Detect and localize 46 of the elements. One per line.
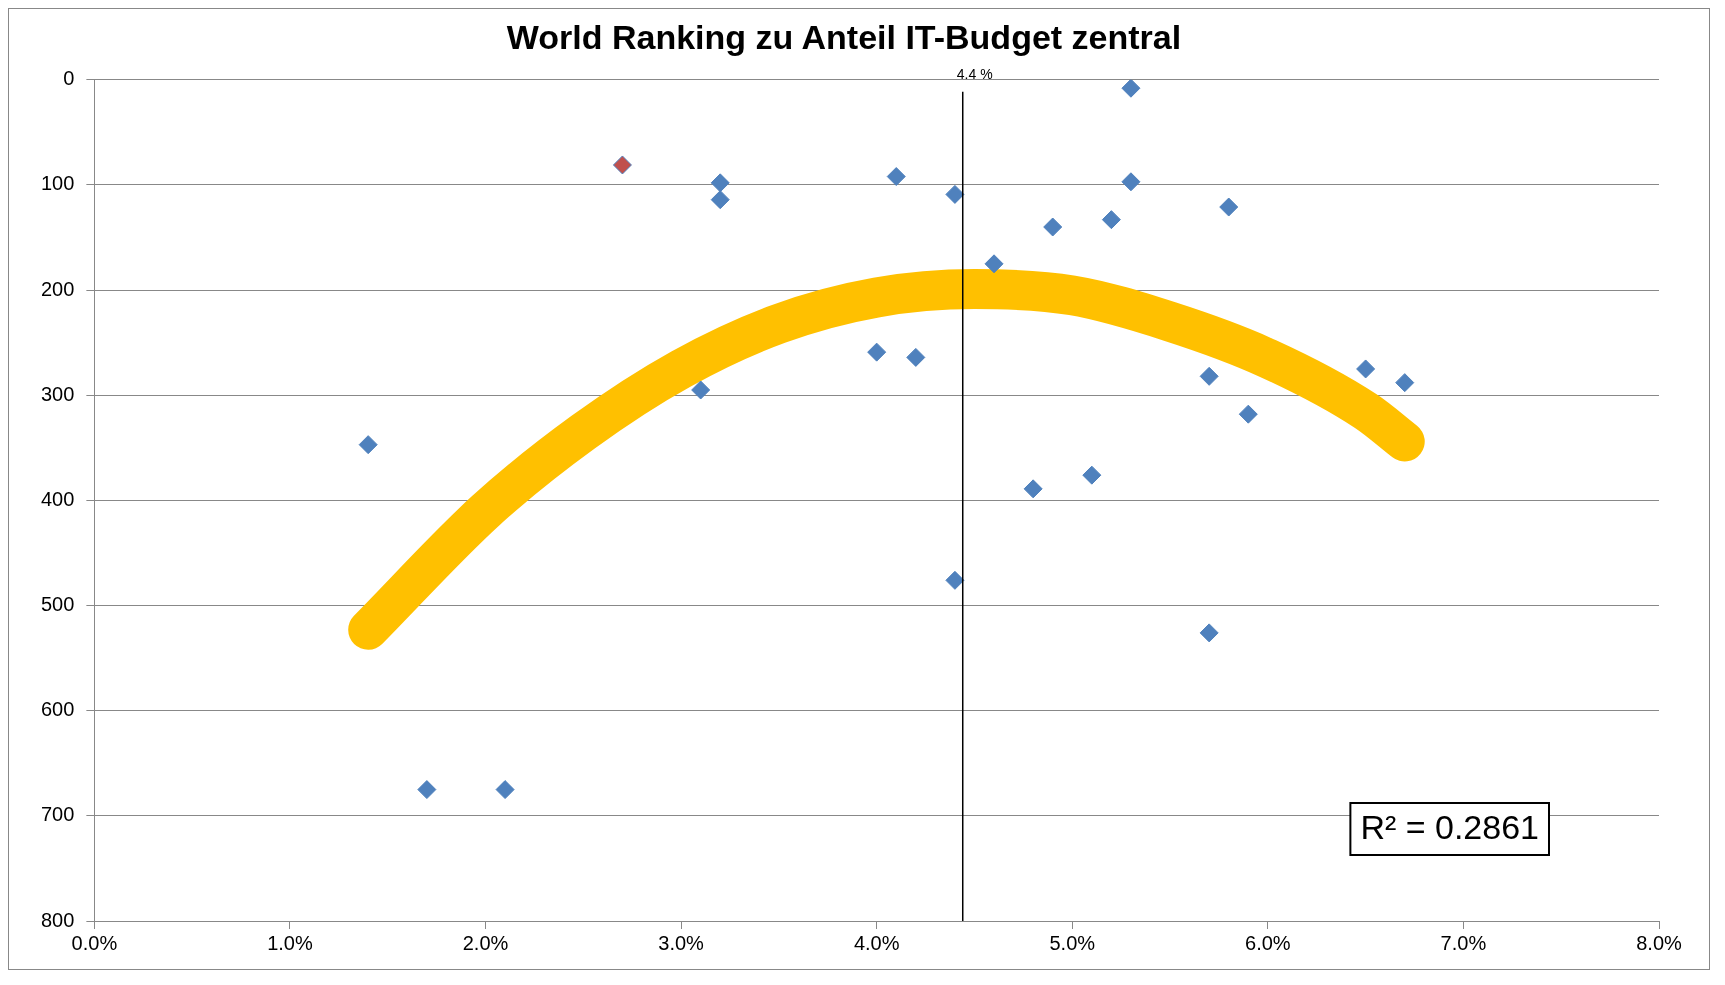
x-tick-label: 4.0%	[853, 931, 900, 954]
y-tick-label: 600	[40, 698, 75, 721]
point	[1219, 197, 1239, 217]
y-tick-label: 200	[40, 277, 75, 300]
x-tick-label: 0.0%	[71, 931, 118, 954]
point	[710, 190, 730, 210]
x-tick-label: 3.0%	[658, 931, 705, 954]
annotation: R² = 0.2861	[1360, 808, 1540, 847]
y-tick-label: 500	[40, 593, 75, 616]
x-tick-label: 8.0%	[1636, 931, 1683, 954]
x-tick-label: 7.0%	[1440, 931, 1487, 954]
point	[984, 254, 1004, 274]
point	[1101, 210, 1121, 230]
point	[1395, 373, 1415, 393]
point	[1356, 359, 1376, 379]
point	[1023, 479, 1043, 499]
x-tick-label: 1.0%	[267, 931, 313, 954]
x-tick-label: 5.0%	[1049, 931, 1096, 954]
point	[886, 167, 906, 187]
y-tick-label: 300	[40, 382, 75, 405]
point	[945, 184, 965, 204]
point	[1082, 465, 1102, 485]
point	[867, 342, 887, 362]
y-tick-label: 0	[63, 67, 75, 90]
point	[1121, 172, 1141, 192]
y-tick-label: 700	[40, 803, 75, 826]
y-tick-label: 800	[40, 908, 75, 931]
point	[1043, 217, 1063, 237]
ref-line-label: 4.4 %	[956, 65, 993, 82]
point	[495, 780, 515, 800]
point	[945, 570, 965, 590]
point	[1121, 79, 1141, 98]
x-tick-label: 6.0%	[1245, 931, 1291, 954]
chart-title: World Ranking zu Anteil IT-Budget zentral	[506, 17, 1182, 56]
point	[1199, 623, 1219, 643]
point	[417, 780, 437, 800]
point	[906, 347, 926, 367]
point	[710, 173, 730, 193]
x-tick-label: 2.0%	[462, 931, 509, 954]
point	[1199, 366, 1219, 386]
y-tick-label: 400	[40, 487, 75, 510]
point	[691, 380, 711, 400]
y-tick-label: 100	[40, 172, 75, 195]
point	[358, 435, 378, 455]
point	[1238, 404, 1258, 424]
point	[612, 155, 632, 175]
